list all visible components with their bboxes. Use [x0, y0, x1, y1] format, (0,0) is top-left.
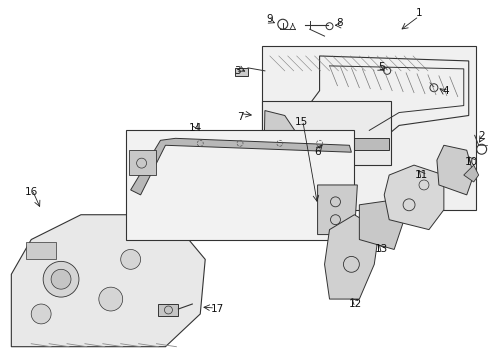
Text: 5: 5 [378, 62, 385, 72]
Text: 2: 2 [478, 131, 485, 141]
Polygon shape [437, 145, 474, 195]
Text: 11: 11 [415, 170, 428, 180]
Text: 12: 12 [349, 299, 362, 309]
Bar [26, 242, 56, 260]
Bar [235, 68, 248, 76]
Circle shape [121, 249, 141, 269]
Bar [262, 100, 391, 165]
Polygon shape [131, 138, 351, 195]
Polygon shape [318, 185, 357, 235]
Polygon shape [294, 138, 389, 150]
Circle shape [51, 269, 71, 289]
Polygon shape [129, 150, 155, 175]
Text: 17: 17 [211, 304, 224, 314]
Text: 16: 16 [24, 187, 38, 197]
Circle shape [43, 261, 79, 297]
Polygon shape [359, 200, 404, 249]
Circle shape [31, 304, 51, 324]
Polygon shape [11, 215, 205, 347]
Text: 9: 9 [267, 14, 273, 24]
Text: 10: 10 [465, 157, 478, 167]
Polygon shape [264, 111, 294, 162]
Text: 7: 7 [237, 112, 244, 122]
Text: 8: 8 [336, 18, 343, 28]
Bar [125, 130, 354, 239]
Bar [158, 304, 178, 316]
Text: 14: 14 [189, 123, 202, 134]
Polygon shape [384, 165, 444, 230]
Text: 1: 1 [416, 8, 422, 18]
Polygon shape [324, 215, 379, 299]
Bar [262, 46, 476, 210]
Text: 6: 6 [314, 147, 321, 157]
Circle shape [99, 287, 122, 311]
Text: 15: 15 [295, 117, 308, 127]
Text: 3: 3 [234, 66, 241, 76]
Text: 13: 13 [374, 244, 388, 255]
Polygon shape [464, 165, 479, 182]
Text: 4: 4 [442, 86, 449, 96]
